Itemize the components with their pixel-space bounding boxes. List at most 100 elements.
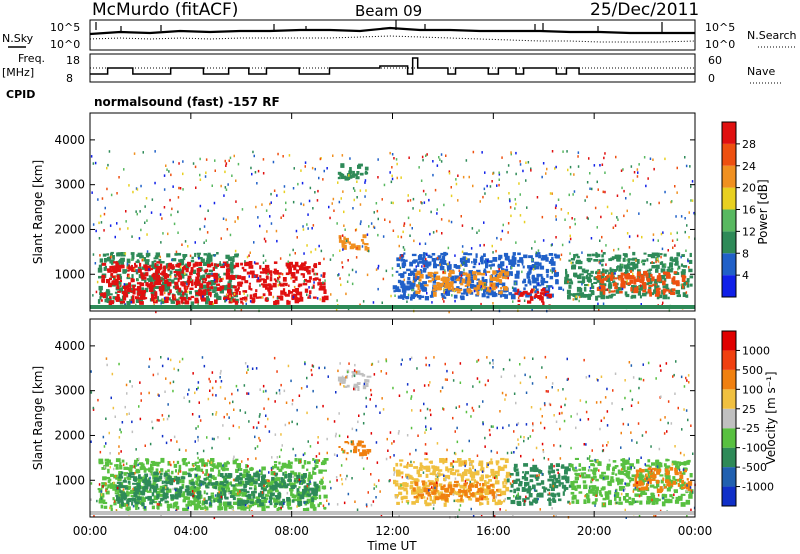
data-cell bbox=[519, 193, 521, 196]
data-cell bbox=[229, 495, 235, 498]
data-cell bbox=[175, 469, 178, 473]
data-cell bbox=[659, 474, 664, 477]
data-cell bbox=[209, 504, 213, 508]
data-cell bbox=[97, 488, 101, 491]
data-cell bbox=[445, 494, 450, 498]
data-cell bbox=[211, 413, 214, 416]
data-cell bbox=[605, 244, 607, 247]
data-cell bbox=[124, 288, 127, 292]
data-cell bbox=[578, 295, 581, 299]
data-cell bbox=[299, 481, 302, 484]
data-cell bbox=[233, 154, 235, 158]
data-cell bbox=[167, 293, 171, 296]
data-cell bbox=[115, 509, 118, 512]
data-cell bbox=[650, 492, 655, 496]
colorbar-segment bbox=[722, 209, 736, 232]
data-cell bbox=[533, 488, 536, 492]
data-cell bbox=[480, 502, 484, 505]
data-cell bbox=[479, 501, 482, 506]
data-cell bbox=[490, 284, 493, 287]
data-cell bbox=[471, 227, 474, 230]
data-cell bbox=[630, 287, 633, 292]
data-cell bbox=[122, 271, 127, 274]
data-cell bbox=[303, 252, 305, 255]
data-cell bbox=[541, 278, 546, 282]
data-cell bbox=[670, 232, 672, 235]
cpid-label: CPID bbox=[6, 88, 35, 101]
data-cell bbox=[445, 457, 448, 461]
data-cell bbox=[353, 449, 357, 454]
data-cell bbox=[557, 471, 559, 475]
data-cell bbox=[225, 254, 230, 259]
data-cell bbox=[417, 490, 420, 496]
data-cell bbox=[444, 290, 446, 293]
data-cell bbox=[109, 256, 112, 259]
data-cell bbox=[594, 498, 598, 502]
data-cell bbox=[169, 275, 172, 278]
data-cell bbox=[441, 295, 445, 298]
data-cell bbox=[117, 477, 122, 482]
data-cell bbox=[480, 463, 484, 469]
data-cell bbox=[613, 248, 615, 252]
data-cell bbox=[243, 268, 247, 272]
data-cell bbox=[148, 268, 150, 271]
data-cell bbox=[661, 501, 666, 507]
data-cell bbox=[398, 244, 400, 248]
data-cell bbox=[287, 364, 290, 368]
data-cell bbox=[179, 486, 184, 490]
data-cell bbox=[496, 275, 502, 279]
data-cell bbox=[603, 416, 605, 420]
data-cell bbox=[476, 278, 480, 281]
data-cell bbox=[163, 265, 167, 271]
data-cell bbox=[154, 294, 158, 299]
data-cell bbox=[159, 472, 163, 476]
data-cell bbox=[555, 477, 559, 481]
data-cell bbox=[109, 483, 113, 487]
data-cell bbox=[675, 465, 680, 470]
data-cell bbox=[458, 405, 461, 408]
data-cell bbox=[492, 359, 494, 362]
data-cell bbox=[671, 288, 676, 292]
data-cell bbox=[463, 288, 467, 293]
data-cell bbox=[288, 284, 290, 287]
data-cell bbox=[421, 257, 425, 262]
data-cell bbox=[249, 482, 254, 486]
data-cell bbox=[400, 274, 404, 279]
data-cell bbox=[411, 253, 417, 257]
data-cell bbox=[169, 289, 172, 294]
data-cell bbox=[219, 289, 225, 294]
data-cell bbox=[564, 277, 569, 283]
data-cell bbox=[98, 285, 103, 291]
data-cell bbox=[410, 481, 414, 485]
data-cell bbox=[484, 192, 486, 195]
data-cell bbox=[664, 157, 666, 161]
data-cell bbox=[192, 162, 195, 165]
data-cell bbox=[132, 288, 138, 291]
data-cell bbox=[110, 193, 113, 197]
data-cell bbox=[574, 222, 576, 226]
data-cell bbox=[537, 249, 540, 252]
data-cell bbox=[232, 285, 237, 289]
data-cell bbox=[174, 253, 178, 256]
data-cell bbox=[212, 483, 217, 488]
data-cell bbox=[159, 272, 163, 275]
data-cell bbox=[212, 302, 215, 306]
data-cell bbox=[642, 289, 647, 293]
data-cell bbox=[676, 166, 678, 170]
data-cell bbox=[318, 244, 320, 248]
data-cell bbox=[348, 273, 350, 277]
data-cell bbox=[478, 286, 483, 290]
data-cell bbox=[680, 263, 684, 267]
data-cell bbox=[462, 175, 465, 179]
data-cell bbox=[308, 276, 312, 280]
data-cell bbox=[220, 266, 225, 269]
data-cell bbox=[314, 167, 316, 171]
data-cell bbox=[455, 265, 461, 269]
data-cell bbox=[291, 482, 295, 486]
data-cell bbox=[340, 175, 346, 180]
data-cell bbox=[188, 279, 194, 284]
data-cell bbox=[521, 487, 526, 492]
data-cell bbox=[494, 480, 500, 485]
data-cell bbox=[140, 462, 144, 467]
data-cell bbox=[204, 277, 207, 282]
